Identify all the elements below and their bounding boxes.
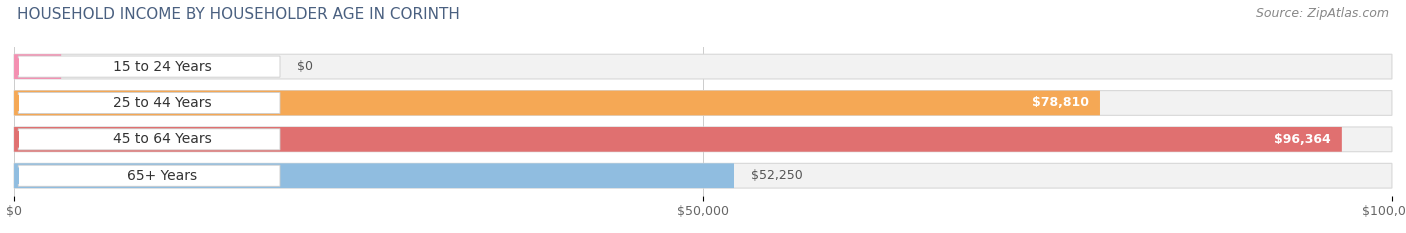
FancyBboxPatch shape: [14, 54, 1392, 79]
Text: $78,810: $78,810: [1032, 96, 1088, 110]
FancyBboxPatch shape: [14, 91, 1392, 115]
FancyBboxPatch shape: [14, 91, 1099, 115]
Text: 65+ Years: 65+ Years: [127, 169, 197, 183]
FancyBboxPatch shape: [14, 127, 1341, 152]
FancyBboxPatch shape: [18, 93, 280, 113]
Text: 45 to 64 Years: 45 to 64 Years: [112, 132, 211, 146]
FancyBboxPatch shape: [14, 54, 62, 79]
FancyBboxPatch shape: [14, 127, 1392, 152]
FancyBboxPatch shape: [18, 165, 280, 186]
Text: $52,250: $52,250: [751, 169, 803, 182]
FancyBboxPatch shape: [18, 129, 280, 150]
Text: $0: $0: [297, 60, 312, 73]
FancyBboxPatch shape: [14, 163, 1392, 188]
FancyBboxPatch shape: [18, 56, 280, 77]
Text: HOUSEHOLD INCOME BY HOUSEHOLDER AGE IN CORINTH: HOUSEHOLD INCOME BY HOUSEHOLDER AGE IN C…: [17, 7, 460, 22]
Text: Source: ZipAtlas.com: Source: ZipAtlas.com: [1256, 7, 1389, 20]
Text: 25 to 44 Years: 25 to 44 Years: [112, 96, 211, 110]
FancyBboxPatch shape: [14, 163, 734, 188]
Text: 15 to 24 Years: 15 to 24 Years: [112, 60, 211, 74]
Text: $96,364: $96,364: [1274, 133, 1331, 146]
